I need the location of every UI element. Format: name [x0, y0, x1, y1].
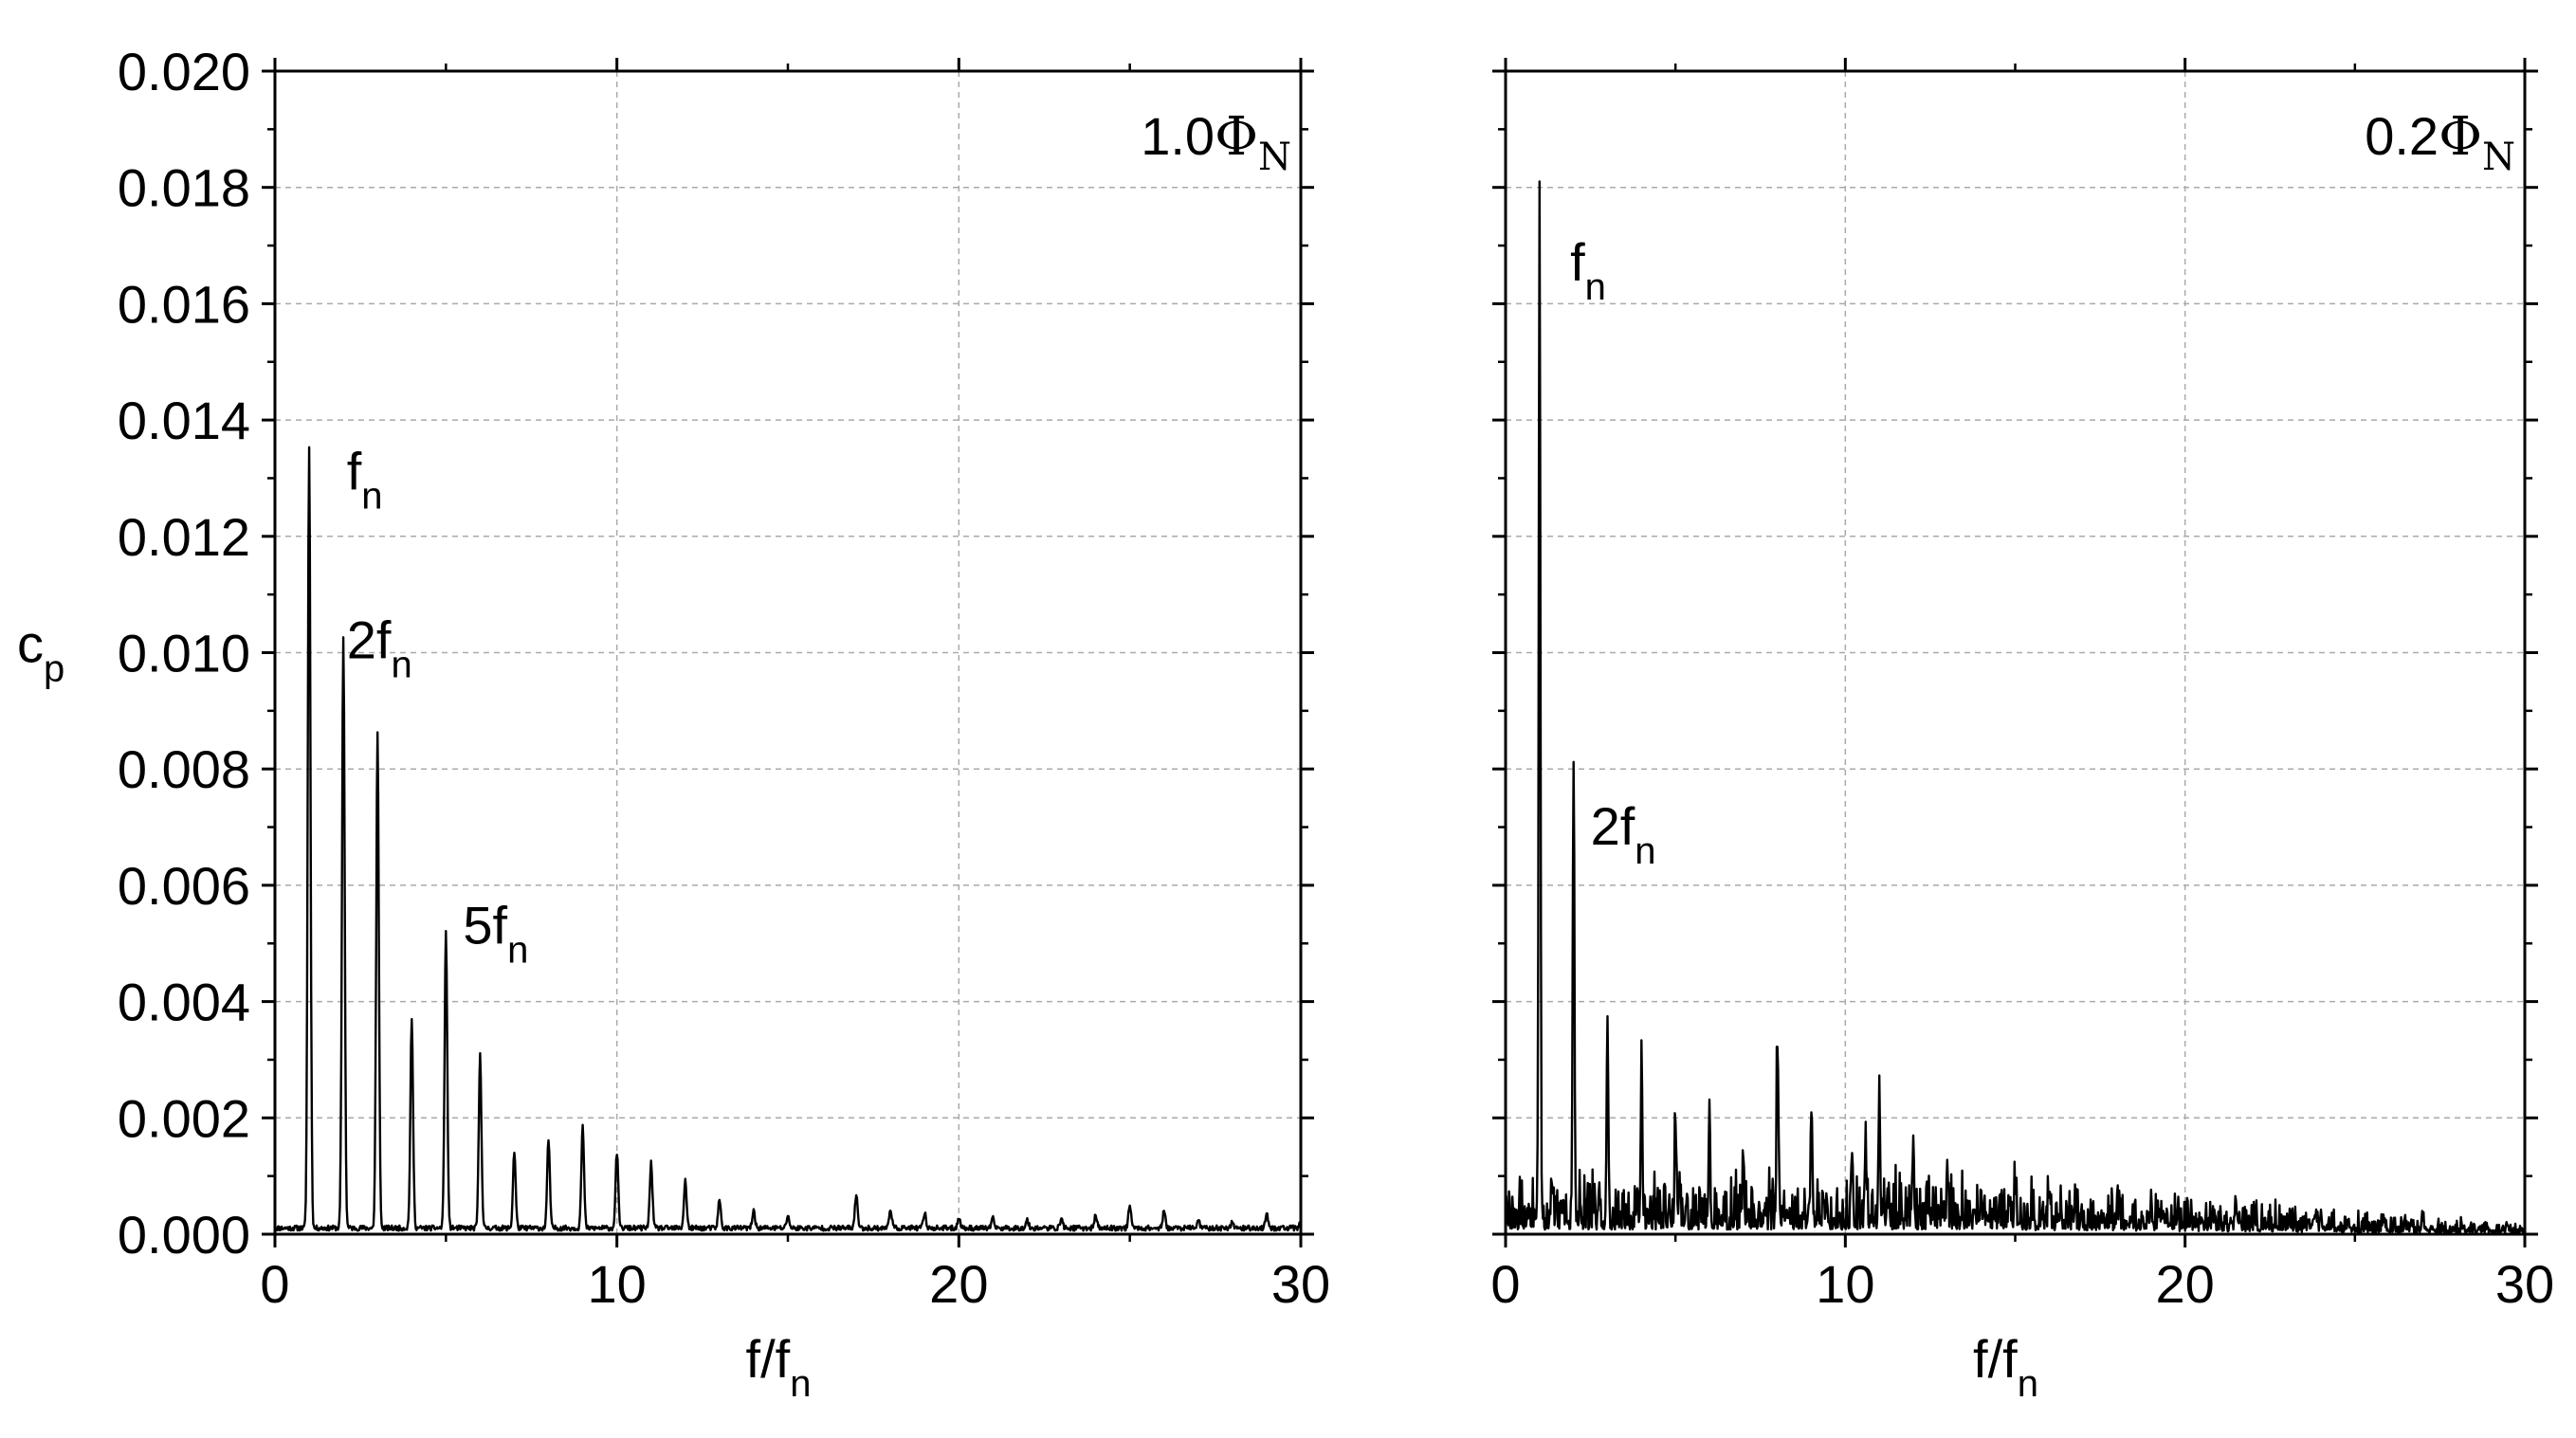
- x-axis-title: f/fn: [1973, 1329, 2038, 1405]
- y-axis-title-subscript: p: [44, 648, 64, 690]
- peak-annotation-0-base: f: [1570, 232, 1585, 292]
- panel-label-subscript: N: [2482, 136, 2515, 179]
- axis-ticks: [262, 58, 1314, 1247]
- panel-left: 0 10 20 30 0.000 0.002 0.004 0.006 0.008 0.010 0.0…: [17, 42, 1330, 1405]
- peak-annotation-2: 5fn: [463, 895, 528, 971]
- axis-ticks: [1492, 58, 2538, 1247]
- grid: [275, 71, 1301, 1234]
- y-tick-label-0: 0.000: [118, 1205, 250, 1265]
- y-tick-label-3: 0.006: [118, 856, 250, 916]
- y-tick-label-9: 0.018: [118, 158, 250, 218]
- peak-annotation-1: 2fn: [1591, 796, 1656, 872]
- panel-label-symbol: Φ: [1215, 106, 1258, 168]
- peak-annotation-1-base: 2f: [1591, 796, 1635, 856]
- series-line: [274, 446, 1303, 1232]
- panel-label-prefix: 1.0: [1141, 106, 1215, 166]
- peak-annotation-0-subscript: n: [361, 476, 382, 518]
- x-tick-label-3: 30: [2495, 1254, 2554, 1314]
- peak-annotation-1: 2fn: [347, 610, 412, 686]
- x-tick-label-2: 20: [2156, 1254, 2215, 1314]
- x-tick-label-0: 0: [1490, 1254, 1520, 1314]
- panel-label-prefix: 0.2: [2365, 106, 2439, 166]
- x-axis-title-subscript: n: [790, 1363, 811, 1405]
- x-tick-label-1: 10: [1816, 1254, 1874, 1314]
- x-axis-title: f/fn: [746, 1329, 812, 1405]
- y-axis-title: cp: [17, 614, 64, 690]
- panel-label-symbol: Φ: [2439, 106, 2482, 168]
- y-tick-label-1: 0.002: [118, 1088, 250, 1148]
- y-tick-label-8: 0.016: [118, 274, 250, 334]
- y-axis-title-base: c: [17, 614, 44, 674]
- peak-annotation-0: fn: [1570, 232, 1606, 308]
- panel-label: 0.2ΦN: [2365, 106, 2515, 179]
- x-tick-label-0: 0: [260, 1254, 289, 1314]
- y-tick-label-10: 0.020: [118, 42, 250, 101]
- peak-annotation-1-subscript: n: [1635, 830, 1655, 872]
- panel-label-subscript: N: [1258, 136, 1291, 179]
- x-axis-title-base: f/f: [1973, 1329, 2018, 1389]
- peak-annotation-1-subscript: n: [391, 645, 411, 686]
- peak-annotation-0-subscript: n: [1585, 266, 1606, 308]
- x-axis-title-base: f/f: [746, 1329, 791, 1389]
- peak-annotation-2-subscript: n: [507, 929, 528, 971]
- y-tick-label-2: 0.004: [118, 973, 250, 1032]
- series-line: [1504, 180, 2527, 1234]
- peak-annotation-1-base: 2f: [347, 610, 392, 670]
- peak-annotation-0-base: f: [347, 442, 362, 501]
- y-tick-label-7: 0.014: [118, 391, 250, 450]
- x-axis-title-subscript: n: [2018, 1363, 2038, 1405]
- panel-label: 1.0ΦN: [1141, 106, 1291, 179]
- y-tick-label-4: 0.008: [118, 739, 250, 799]
- peak-annotation-2-base: 5f: [463, 895, 507, 955]
- x-tick-label-1: 10: [588, 1254, 647, 1314]
- y-tick-label-6: 0.012: [118, 507, 250, 567]
- x-tick-label-2: 20: [929, 1254, 988, 1314]
- y-tick-label-5: 0.010: [118, 624, 250, 683]
- x-tick-label-3: 30: [1271, 1254, 1330, 1314]
- peak-annotation-0: fn: [347, 442, 383, 518]
